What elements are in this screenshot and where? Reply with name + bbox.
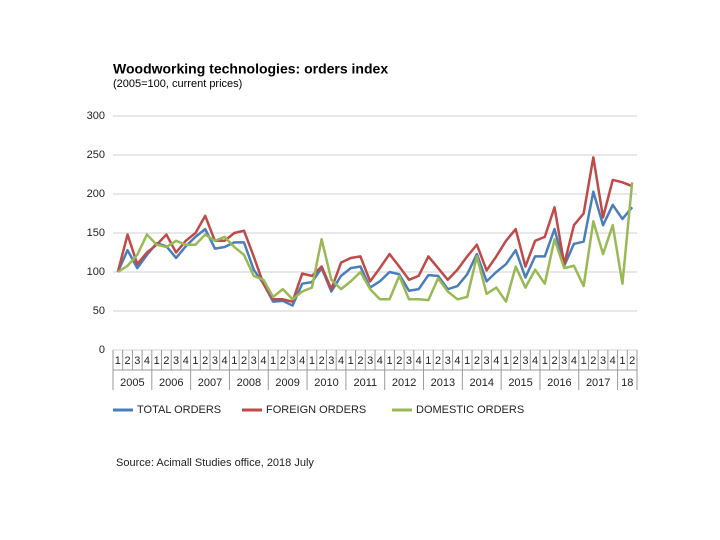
- y-tick-label: 300: [87, 110, 105, 122]
- legend-label: TOTAL ORDERS: [137, 404, 221, 416]
- y-tick-label: 200: [87, 188, 105, 200]
- x-group-label: 2017: [586, 377, 610, 389]
- x-tick-label: 1: [348, 355, 354, 367]
- series-line: [116, 156, 633, 303]
- x-tick-label: 2: [202, 355, 208, 367]
- x-tick-label: 2: [357, 355, 363, 367]
- x-tick-label: 4: [222, 355, 228, 367]
- x-tick-label: 4: [183, 355, 189, 367]
- x-tick-label: 1: [464, 355, 470, 367]
- y-tick-label: 100: [87, 266, 105, 278]
- chart-title: Woodworking technologies: orders index: [113, 61, 388, 77]
- x-tick-label: 1: [503, 355, 509, 367]
- x-tick-label: 4: [338, 355, 344, 367]
- x-group-label: 2015: [508, 377, 532, 389]
- x-tick-label: 3: [484, 355, 490, 367]
- x-tick-label: 1: [386, 355, 392, 367]
- x-tick-label: 1: [542, 355, 548, 367]
- x-group-label: 2005: [120, 377, 144, 389]
- x-tick-label: 2: [396, 355, 402, 367]
- x-group-label: 2009: [275, 377, 299, 389]
- x-tick-label: 4: [493, 355, 499, 367]
- x-group-label: 2016: [547, 377, 571, 389]
- x-tick-label: 4: [571, 355, 577, 367]
- x-tick-label: 2: [474, 355, 480, 367]
- x-tick-label: 3: [212, 355, 218, 367]
- x-group-label: 2011: [353, 377, 377, 389]
- x-tick-label: 3: [600, 355, 606, 367]
- x-tick-label: 4: [299, 355, 305, 367]
- x-tick-label: 3: [251, 355, 257, 367]
- x-group-label: 2014: [469, 377, 493, 389]
- x-tick-label: 1: [115, 355, 121, 367]
- x-tick-label: 3: [445, 355, 451, 367]
- y-tick-label: 250: [87, 149, 105, 161]
- x-group-label: 2008: [237, 377, 261, 389]
- x-tick-label: 1: [309, 355, 315, 367]
- x-tick-label: 4: [144, 355, 150, 367]
- x-group-label: 2006: [159, 377, 183, 389]
- legend-label: FOREIGN ORDERS: [266, 404, 366, 416]
- x-group-label: 2012: [392, 377, 416, 389]
- legend-label: DOMESTIC ORDERS: [416, 404, 524, 416]
- y-tick-label: 0: [99, 344, 105, 356]
- x-tick-label: 4: [610, 355, 616, 367]
- x-tick-label: 1: [581, 355, 587, 367]
- x-group-label: 18: [621, 377, 633, 389]
- x-tick-label: 3: [173, 355, 179, 367]
- x-tick-label: 2: [163, 355, 169, 367]
- x-tick-label: 1: [154, 355, 160, 367]
- y-tick-label: 150: [87, 227, 105, 239]
- y-tick-label: 50: [93, 305, 105, 317]
- x-tick-label: 3: [134, 355, 140, 367]
- x-tick-label: 3: [367, 355, 373, 367]
- x-tick-label: 1: [270, 355, 276, 367]
- x-tick-label: 1: [192, 355, 198, 367]
- x-tick-label: 1: [619, 355, 625, 367]
- x-tick-label: 2: [319, 355, 325, 367]
- x-tick-label: 1: [231, 355, 237, 367]
- x-tick-label: 2: [551, 355, 557, 367]
- series-line: [116, 190, 634, 307]
- chart-subtitle: (2005=100, current prices): [113, 78, 242, 90]
- x-tick-label: 3: [522, 355, 528, 367]
- x-tick-label: 2: [629, 355, 635, 367]
- series-line: [117, 182, 634, 303]
- x-group-label: 2013: [431, 377, 455, 389]
- x-tick-label: 3: [328, 355, 334, 367]
- x-tick-label: 2: [435, 355, 441, 367]
- x-tick-label: 2: [590, 355, 596, 367]
- x-tick-label: 4: [532, 355, 538, 367]
- x-tick-label: 3: [289, 355, 295, 367]
- x-tick-label: 3: [561, 355, 567, 367]
- x-group-label: 2010: [314, 377, 338, 389]
- x-tick-label: 4: [416, 355, 422, 367]
- x-tick-label: 2: [124, 355, 130, 367]
- x-group-label: 2007: [198, 377, 222, 389]
- x-tick-label: 4: [260, 355, 266, 367]
- x-tick-label: 2: [241, 355, 247, 367]
- x-tick-label: 2: [280, 355, 286, 367]
- x-tick-label: 1: [425, 355, 431, 367]
- x-tick-label: 4: [377, 355, 383, 367]
- x-tick-label: 4: [454, 355, 460, 367]
- source-note: Source: Acimall Studies office, 2018 Jul…: [116, 457, 314, 469]
- x-tick-label: 2: [513, 355, 519, 367]
- x-tick-label: 3: [406, 355, 412, 367]
